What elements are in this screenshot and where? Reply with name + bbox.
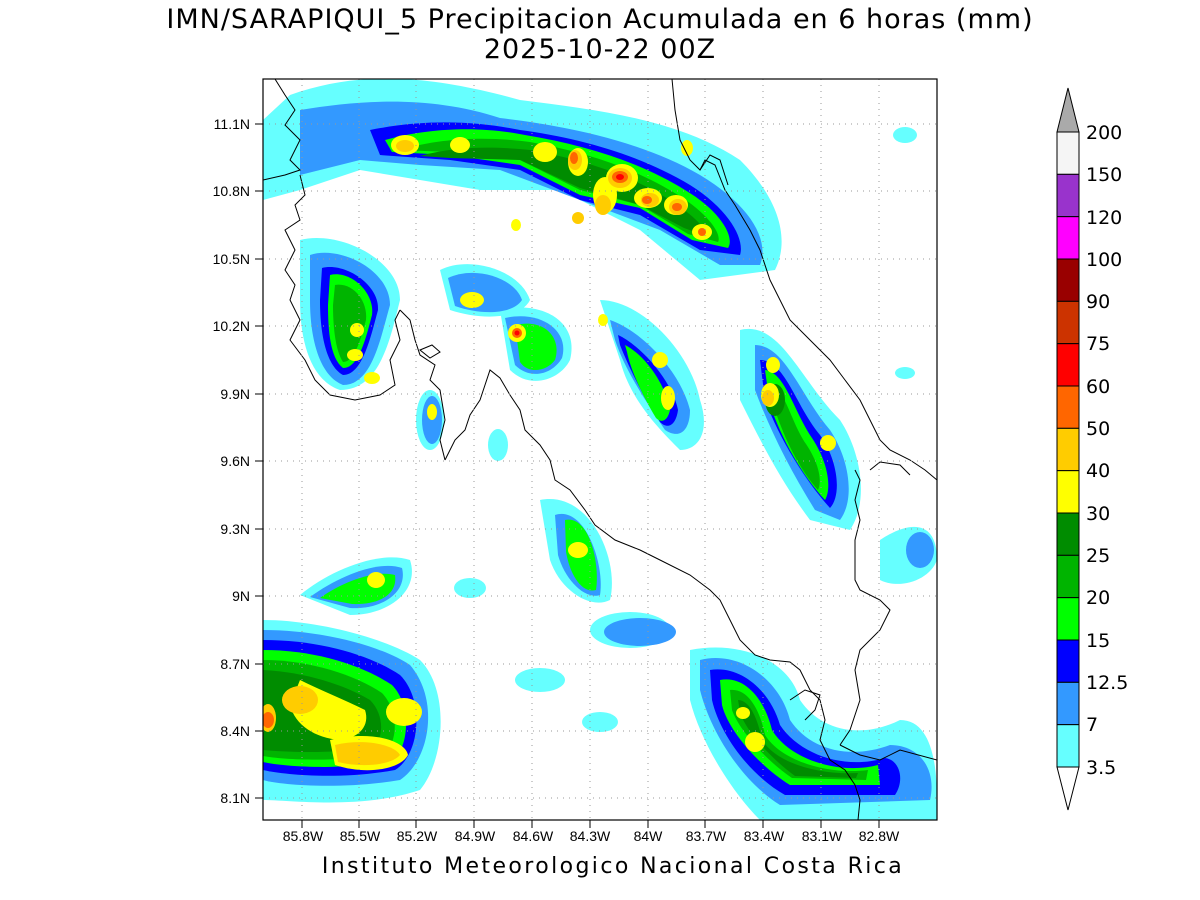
colorbar-swatch — [1056, 470, 1080, 514]
colorbar-label: 30 — [1086, 503, 1110, 525]
lon-ticks — [301, 820, 880, 828]
colorbar-swatch — [1056, 343, 1080, 387]
map-datetime: 2025-10-22 00Z — [483, 34, 717, 65]
colorbar-over-arrow — [1056, 87, 1080, 133]
colorbar-label: 150 — [1086, 164, 1122, 186]
colorbar-swatch — [1056, 131, 1080, 175]
colorbar-label: 90 — [1086, 291, 1110, 313]
map-grid — [263, 79, 937, 820]
lat-label: 8.1N — [220, 790, 250, 806]
footer-credit: Instituto Meteorologico Nacional Costa R… — [321, 854, 905, 879]
lat-label: 10.5N — [213, 251, 250, 267]
lat-label: 10.8N — [213, 183, 250, 199]
colorbar-swatch — [1056, 173, 1080, 218]
lon-label: 83.4W — [744, 828, 785, 844]
colorbar-swatch — [1056, 724, 1080, 768]
colorbar-swatch — [1056, 216, 1080, 260]
colorbar-under-arrow — [1056, 766, 1080, 811]
colorbar-swatch — [1056, 427, 1080, 472]
lat-label: 9.9N — [220, 386, 250, 402]
lon-label: 84.6W — [513, 828, 554, 844]
colorbar-label: 120 — [1086, 207, 1122, 229]
lon-label: 85.5W — [340, 828, 381, 844]
map-title: IMN/SARAPIQUI_5 Precipitacion Acumulada … — [166, 4, 1034, 35]
lon-label: 84.3W — [570, 828, 611, 844]
colorbar-swatch — [1056, 639, 1080, 683]
lat-label: 9.3N — [220, 521, 250, 537]
colorbar-swatch — [1056, 554, 1080, 599]
colorbar-label: 200 — [1086, 122, 1122, 144]
lat-label: 10.2N — [213, 318, 250, 334]
lat-label: 9N — [232, 588, 250, 604]
colorbar-swatch — [1056, 597, 1080, 641]
precipitation-field — [263, 79, 937, 820]
colorbar-swatch — [1056, 512, 1080, 556]
lon-label: 83.1W — [802, 828, 843, 844]
colorbar-swatch — [1056, 681, 1080, 726]
lat-ticks — [255, 123, 263, 799]
colorbar-label: 7 — [1086, 714, 1098, 736]
lon-label: 84.9W — [455, 828, 496, 844]
lat-label: 9.6N — [220, 453, 250, 469]
colorbar-label: 25 — [1086, 545, 1110, 567]
lon-label: 85.8W — [283, 828, 324, 844]
lat-label: 8.4N — [220, 723, 250, 739]
colorbar-swatch — [1056, 258, 1080, 302]
colorbar-label: 20 — [1086, 587, 1110, 609]
colorbar-label: 50 — [1086, 418, 1110, 440]
colorbar-label: 15 — [1086, 630, 1110, 652]
coastlines — [263, 79, 937, 820]
colorbar: 200 150 120 100 90 75 60 50 40 30 25 20 … — [1056, 87, 1128, 811]
lon-label: 85.2W — [397, 828, 438, 844]
colorbar-label: 40 — [1086, 460, 1110, 482]
lat-label: 11.1N — [214, 116, 250, 132]
colorbar-label: 3.5 — [1086, 757, 1116, 779]
colorbar-label: 60 — [1086, 376, 1110, 398]
map-frame — [262, 78, 938, 821]
lon-label: 82.8W — [859, 828, 900, 844]
lon-label: 83.7W — [686, 828, 727, 844]
lon-label: 84W — [634, 828, 664, 844]
colorbar-label: 75 — [1086, 333, 1110, 355]
colorbar-swatch — [1056, 385, 1080, 429]
colorbar-label: 12.5 — [1086, 672, 1128, 694]
lat-label: 8.7N — [220, 656, 250, 672]
colorbar-label: 100 — [1086, 249, 1122, 271]
colorbar-swatch — [1056, 300, 1080, 345]
